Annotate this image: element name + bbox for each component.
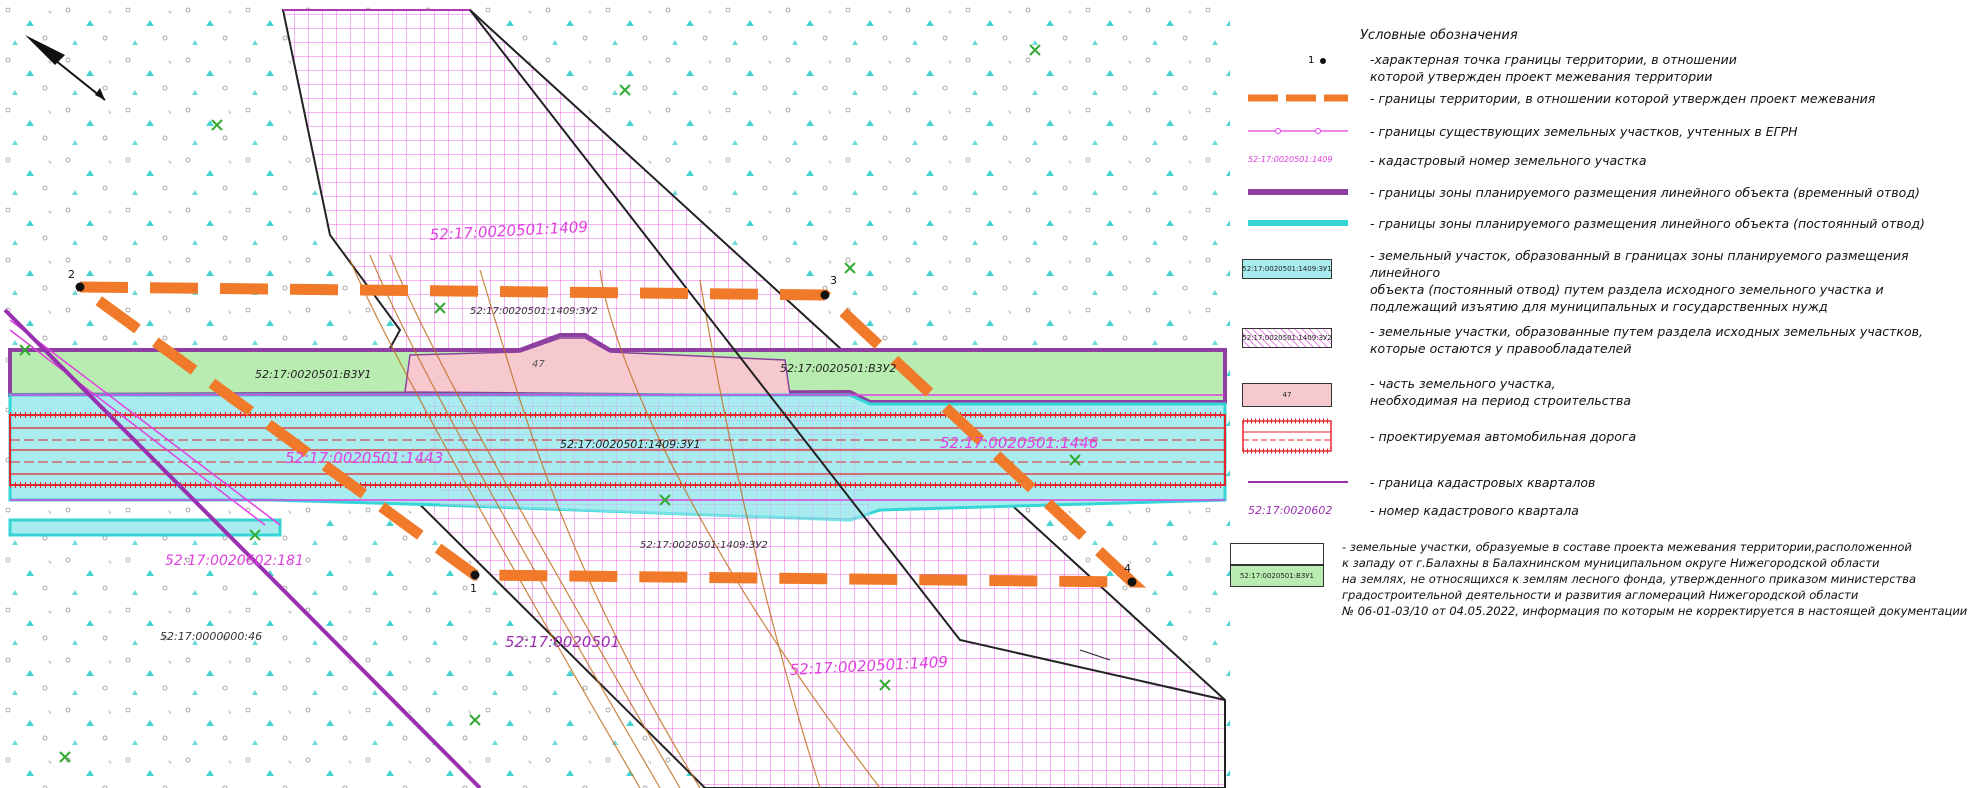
parcel-boundaries-egrn <box>9 9 1225 526</box>
legend-quarter-line-icon <box>1248 481 1348 483</box>
boundary-point-1 <box>470 570 480 580</box>
legend-point-dot-icon <box>1320 58 1326 64</box>
cyan-strip-left <box>8 518 282 537</box>
point-label-4: 4 <box>1124 562 1131 575</box>
legend-text-zu2: - земельные участки, образованные путем … <box>1370 324 1923 356</box>
legend-text-b3u: - земельные участки, образуемые в состав… <box>1342 540 1968 618</box>
label-zu2-top: 52:17:0020501:1409:ЗУ2 <box>470 306 598 317</box>
label-zu2-bottom: 52:17:0020501:1409:ЗУ2 <box>640 540 768 551</box>
cadastral-map: ч <box>0 0 1230 788</box>
north-arrow-icon <box>25 35 106 101</box>
legend-text-quarter: - граница кадастровых кварталов <box>1370 475 1596 490</box>
legend-purple-line-icon <box>1248 189 1348 195</box>
legend-cadnum-sample: 52:17:0020501:1409 <box>1248 155 1333 164</box>
legend-zu1-box: 52:17:0020501:1409:ЗУ1 <box>1242 259 1332 279</box>
boundary-points <box>75 282 1137 587</box>
legend-text-temporary: - границы зоны планируемого размещения л… <box>1370 185 1920 200</box>
label-parcel-1443: 52:17:0020501:1443 <box>285 449 443 467</box>
label-zu1: 52:17:0020501:1409:ЗУ1 <box>560 438 701 451</box>
legend-title: Условные обозначения <box>1360 28 1518 43</box>
legend-text-cadnum: - кадастровый номер земельного участка <box>1370 153 1647 168</box>
legend-magenta-line-icon <box>1248 128 1348 134</box>
legend-text-zu1: - земельный участок, образованный в гран… <box>1370 248 1909 314</box>
legend-b3u-box: 52:17:0020501:В3У1 <box>1230 565 1324 587</box>
legend-panel: Условные обозначения 1 -характерная точк… <box>1230 0 1968 788</box>
point-label-3: 3 <box>830 274 837 287</box>
boundary-point-3 <box>820 290 830 300</box>
legend-road-icon <box>1242 418 1332 454</box>
part-47 <box>404 337 791 396</box>
legend-point-number: 1 <box>1308 55 1315 66</box>
label-b3u1: 52:17:0020501:B3У1 <box>255 368 371 381</box>
x-markers <box>19 44 1081 763</box>
boundary-point-4 <box>1127 577 1137 587</box>
legend-cyan-line-icon <box>1248 220 1348 226</box>
label-b3u2: 52:17:0020501:B3У2 <box>780 362 896 375</box>
label-part-47: 47 <box>532 359 545 370</box>
legend-text-territory-boundary: - границы территории, в отношении которо… <box>1370 91 1876 106</box>
label-parcel-181: 52:17:0020602:181 <box>165 553 304 569</box>
legend-b3u-box-white <box>1230 543 1324 565</box>
label-parcel-1446: 52:17:0020501:1446 <box>940 434 1098 452</box>
cadastral-quarter-line <box>3 308 482 788</box>
point-label-2: 2 <box>68 268 75 281</box>
legend-text-point: -характерная точка границы территории, в… <box>1370 52 1737 84</box>
legend-text-permanent: - границы зоны планируемого размещения л… <box>1370 216 1925 231</box>
legend-orange-dash-icon <box>1248 94 1348 102</box>
parcel-outline-black <box>469 9 1226 701</box>
point-label-1: 1 <box>470 582 477 595</box>
label-forest: 52:17:0000000:46 <box>160 630 262 643</box>
legend-text-road: - проектируемая автомобильная дорога <box>1370 429 1637 444</box>
legend-text-parcel-line: - границы существующих земельных участко… <box>1370 124 1798 139</box>
legend-text-part47: - часть земельного участка, необходимая … <box>1370 376 1631 408</box>
label-quarter: 52:17:0020501 <box>505 633 620 651</box>
legend-text-quarter-number: - номер кадастрового квартала <box>1370 503 1579 518</box>
legend-part47-box: 47 <box>1242 383 1332 407</box>
boundary-point-2 <box>75 282 85 292</box>
legend-quarter-number-sample: 52:17:0020602 <box>1248 504 1333 517</box>
legend-zu2-box: 52:17:0020501:1409:ЗУ2 <box>1242 328 1332 348</box>
